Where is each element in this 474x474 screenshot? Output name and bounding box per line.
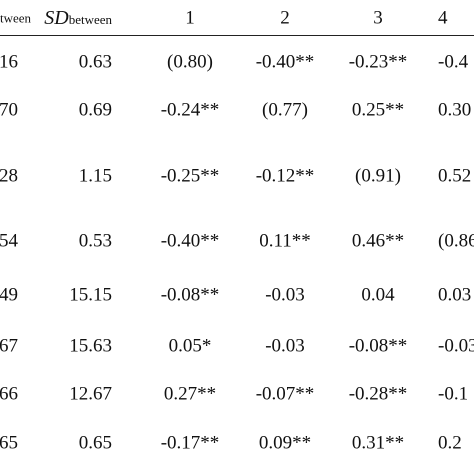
table-cell: -0.08**: [160, 284, 220, 306]
table-cell: 12.67: [69, 383, 112, 405]
header-rule: [0, 35, 474, 36]
table-cell: 0.25**: [351, 99, 405, 121]
table-cell: -0.25**: [160, 165, 220, 187]
table-cell: -0.4: [438, 51, 469, 73]
table-cell: (0.91): [355, 165, 401, 187]
header-cell: 1: [185, 7, 195, 29]
table-cell: 54: [0, 230, 18, 252]
table-cell: 0.11**: [259, 230, 311, 252]
table-cell: 0.31**: [351, 432, 405, 454]
table-cell: -0.03: [438, 335, 474, 357]
table-cell: -0.40**: [160, 230, 220, 252]
table-cell: (0.86: [438, 230, 474, 252]
table-cell: (0.80): [167, 51, 213, 73]
header-cell: SDbetween: [44, 8, 112, 28]
table-cell: -0.03: [265, 335, 305, 357]
table-cell: 0.30: [438, 99, 472, 121]
table-cell: 67: [0, 335, 18, 357]
table-cell: -0.28**: [348, 383, 408, 405]
table-cell: 65: [0, 432, 18, 454]
header-cell: 3: [373, 7, 383, 29]
table-cell: -0.03: [265, 284, 305, 306]
table-cell: -0.12**: [255, 165, 315, 187]
header-cell: 2: [280, 7, 290, 29]
table-cell: 0.04: [361, 284, 395, 306]
header-sub: between: [68, 12, 112, 27]
table-cell: 15.63: [69, 335, 112, 357]
table-cell: 0.09**: [258, 432, 312, 454]
header-cell: 4: [438, 7, 448, 29]
table-cell: 0.46**: [351, 230, 405, 252]
table-cell: 49: [0, 284, 18, 306]
table-cell: 70: [0, 99, 18, 121]
table-cell: 0.69: [78, 99, 112, 121]
table-cell: 1.15: [78, 165, 112, 187]
table-cell: 0.53: [78, 230, 112, 252]
table-cell: -0.40**: [255, 51, 315, 73]
table-cell: 15.15: [69, 284, 112, 306]
table-cell: -0.24**: [160, 99, 220, 121]
table-cell: 28: [0, 165, 18, 187]
table-cell: 0.05*: [168, 335, 212, 357]
table-cell: (0.77): [262, 99, 308, 121]
header-main: SD: [44, 7, 69, 29]
table-cell: -0.17**: [160, 432, 220, 454]
table-cell: 0.03: [438, 284, 472, 306]
header-cell: tween: [0, 10, 32, 26]
table-cell: 0.27**: [163, 383, 217, 405]
table-cell: 66: [0, 383, 18, 405]
table-cell: -0.08**: [348, 335, 408, 357]
table-cell: 16: [0, 51, 18, 73]
table-cell: 0.52: [438, 165, 472, 187]
table-cell: 0.63: [78, 51, 112, 73]
table-cell: -0.07**: [255, 383, 315, 405]
table-cell: -0.23**: [348, 51, 408, 73]
table-cell: 0.65: [78, 432, 112, 454]
table-cell: 0.2: [438, 432, 462, 454]
table-cell: -0.1: [438, 383, 469, 405]
